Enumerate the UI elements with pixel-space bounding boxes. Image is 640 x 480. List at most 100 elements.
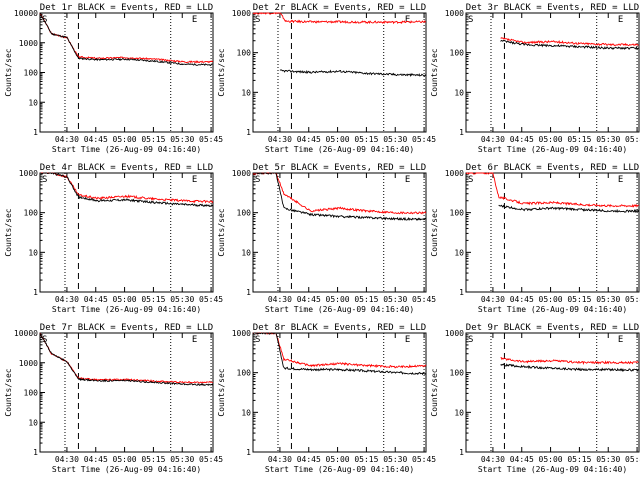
start-marker: S (255, 15, 260, 25)
end-marker: E (618, 15, 623, 25)
y-tick-label: 1 (246, 128, 251, 137)
start-marker: S (468, 175, 473, 185)
series-events-line (500, 363, 639, 372)
plot-frame (465, 332, 640, 453)
y-tick-label: 10 (241, 88, 251, 97)
y-tick-label: 100 (450, 209, 465, 218)
y-tick-label: 1000 (445, 329, 464, 338)
x-tick-label: 05:15 (567, 295, 591, 304)
y-tick-label: 10 (454, 408, 464, 417)
x-tick-label: 04:30 (268, 135, 292, 144)
y-tick-label: 100 (237, 369, 252, 378)
y-axis-label: Counts/sec (4, 368, 13, 416)
start-marker: S (42, 15, 47, 25)
end-marker: E (192, 175, 197, 185)
panel-3: Det 3r BLACK = Events, RED = LLD 1 10 100 10… (430, 3, 640, 154)
series-lld-line (500, 357, 639, 366)
panel-8: Det 8r BLACK = Events, RED = LLD 1 10 100 10… (217, 323, 436, 474)
plot-frame (252, 172, 427, 293)
panel-2: Det 2r BLACK = Events, RED = LLD 1 10 100 10… (217, 3, 436, 154)
panel-title: Det 8r BLACK = Events, RED = LLD (253, 323, 426, 333)
x-tick-label: 05:30 (170, 135, 194, 144)
x-tick-label: 04:30 (55, 455, 79, 464)
panel-title: Det 1r BLACK = Events, RED = LLD (40, 3, 213, 13)
start-marker: S (42, 175, 47, 185)
y-axis-label: Counts/sec (217, 208, 226, 256)
start-marker: S (468, 15, 473, 25)
panel-title: Det 6r BLACK = Events, RED = LLD (466, 163, 639, 173)
x-tick-label: 05:00 (326, 455, 350, 464)
series-lld-line (39, 332, 214, 384)
x-tick-label: 05:45 (412, 135, 436, 144)
y-tick-label: 10 (28, 418, 38, 427)
y-tick-label: 1000 (19, 169, 38, 178)
y-tick-label: 1000 (445, 9, 464, 18)
plot-frame (252, 12, 427, 133)
plot-frame (39, 12, 214, 133)
x-axis-label: Start Time (26-Aug-09 04:16:40) (265, 145, 414, 154)
x-tick-label: 05:15 (354, 455, 378, 464)
x-tick-label: 04:45 (297, 455, 321, 464)
y-tick-label: 1 (459, 448, 464, 457)
y-tick-label: 1000 (445, 169, 464, 178)
x-axis-label: Start Time (26-Aug-09 04:16:40) (52, 305, 201, 314)
end-marker: E (405, 175, 410, 185)
end-marker: E (405, 335, 410, 345)
panel-title: Det 5r BLACK = Events, RED = LLD (253, 163, 426, 173)
panel-4: Det 4r BLACK = Events, RED = LLD 1 10 100 10… (4, 163, 223, 314)
x-tick-label: 04:45 (510, 295, 534, 304)
x-axis-label: Start Time (26-Aug-09 04:16:40) (52, 145, 201, 154)
x-tick-label: 05:30 (170, 455, 194, 464)
x-tick-label: 05:00 (539, 135, 563, 144)
panel-title: Det 2r BLACK = Events, RED = LLD (253, 3, 426, 13)
panel-9: Det 9r BLACK = Events, RED = LLD 1 10 100 10… (430, 323, 640, 474)
panel-6: Det 6r BLACK = Events, RED = LLD 1 10 100 10… (430, 163, 640, 314)
x-tick-label: 05:45 (625, 295, 640, 304)
y-tick-label: 1000 (19, 359, 38, 368)
x-tick-label: 05:00 (326, 135, 350, 144)
y-tick-label: 100 (450, 369, 465, 378)
y-tick-label: 10000 (14, 9, 38, 18)
x-tick-label: 05:15 (567, 135, 591, 144)
x-tick-label: 04:30 (481, 135, 505, 144)
x-tick-label: 05:45 (625, 135, 640, 144)
plot-frame (465, 172, 640, 293)
series-lld-line (252, 332, 427, 369)
panel-title: Det 7r BLACK = Events, RED = LLD (40, 323, 213, 333)
y-tick-label: 100 (237, 49, 252, 58)
series-events-line (279, 69, 427, 78)
end-marker: E (618, 175, 623, 185)
x-tick-label: 05:30 (170, 295, 194, 304)
x-tick-label: 05:30 (383, 455, 407, 464)
panel-7: Det 7r BLACK = Events, RED = LLD 1 10 100 10… (4, 323, 223, 474)
panel-1: Det 1r BLACK = Events, RED = LLD 1 10 100 10… (4, 3, 223, 154)
series-events-line (500, 39, 639, 51)
series-lld-line (252, 12, 426, 25)
y-axis-label: Counts/sec (4, 48, 13, 96)
series-events-line (253, 332, 427, 376)
x-tick-label: 04:30 (268, 455, 292, 464)
start-marker: S (468, 335, 473, 345)
series-events-line (39, 12, 213, 67)
end-marker: E (405, 15, 410, 25)
x-tick-label: 04:45 (510, 455, 534, 464)
y-tick-label: 1 (33, 288, 38, 297)
x-axis-label: Start Time (26-Aug-09 04:16:40) (478, 465, 627, 474)
x-tick-label: 05:30 (596, 295, 620, 304)
y-axis-label: Counts/sec (430, 208, 439, 256)
x-tick-label: 05:00 (326, 295, 350, 304)
end-marker: E (192, 15, 197, 25)
y-tick-label: 1 (246, 448, 251, 457)
y-tick-label: 10 (241, 248, 251, 257)
series-events-line (253, 172, 426, 222)
x-tick-label: 04:45 (297, 295, 321, 304)
x-tick-label: 04:45 (510, 135, 534, 144)
x-tick-label: 05:15 (567, 455, 591, 464)
x-tick-label: 05:15 (141, 135, 165, 144)
y-tick-label: 10 (28, 248, 38, 257)
y-tick-label: 1 (459, 288, 464, 297)
x-tick-label: 05:00 (113, 455, 137, 464)
x-tick-label: 05:45 (199, 455, 223, 464)
y-tick-label: 10 (241, 408, 251, 417)
